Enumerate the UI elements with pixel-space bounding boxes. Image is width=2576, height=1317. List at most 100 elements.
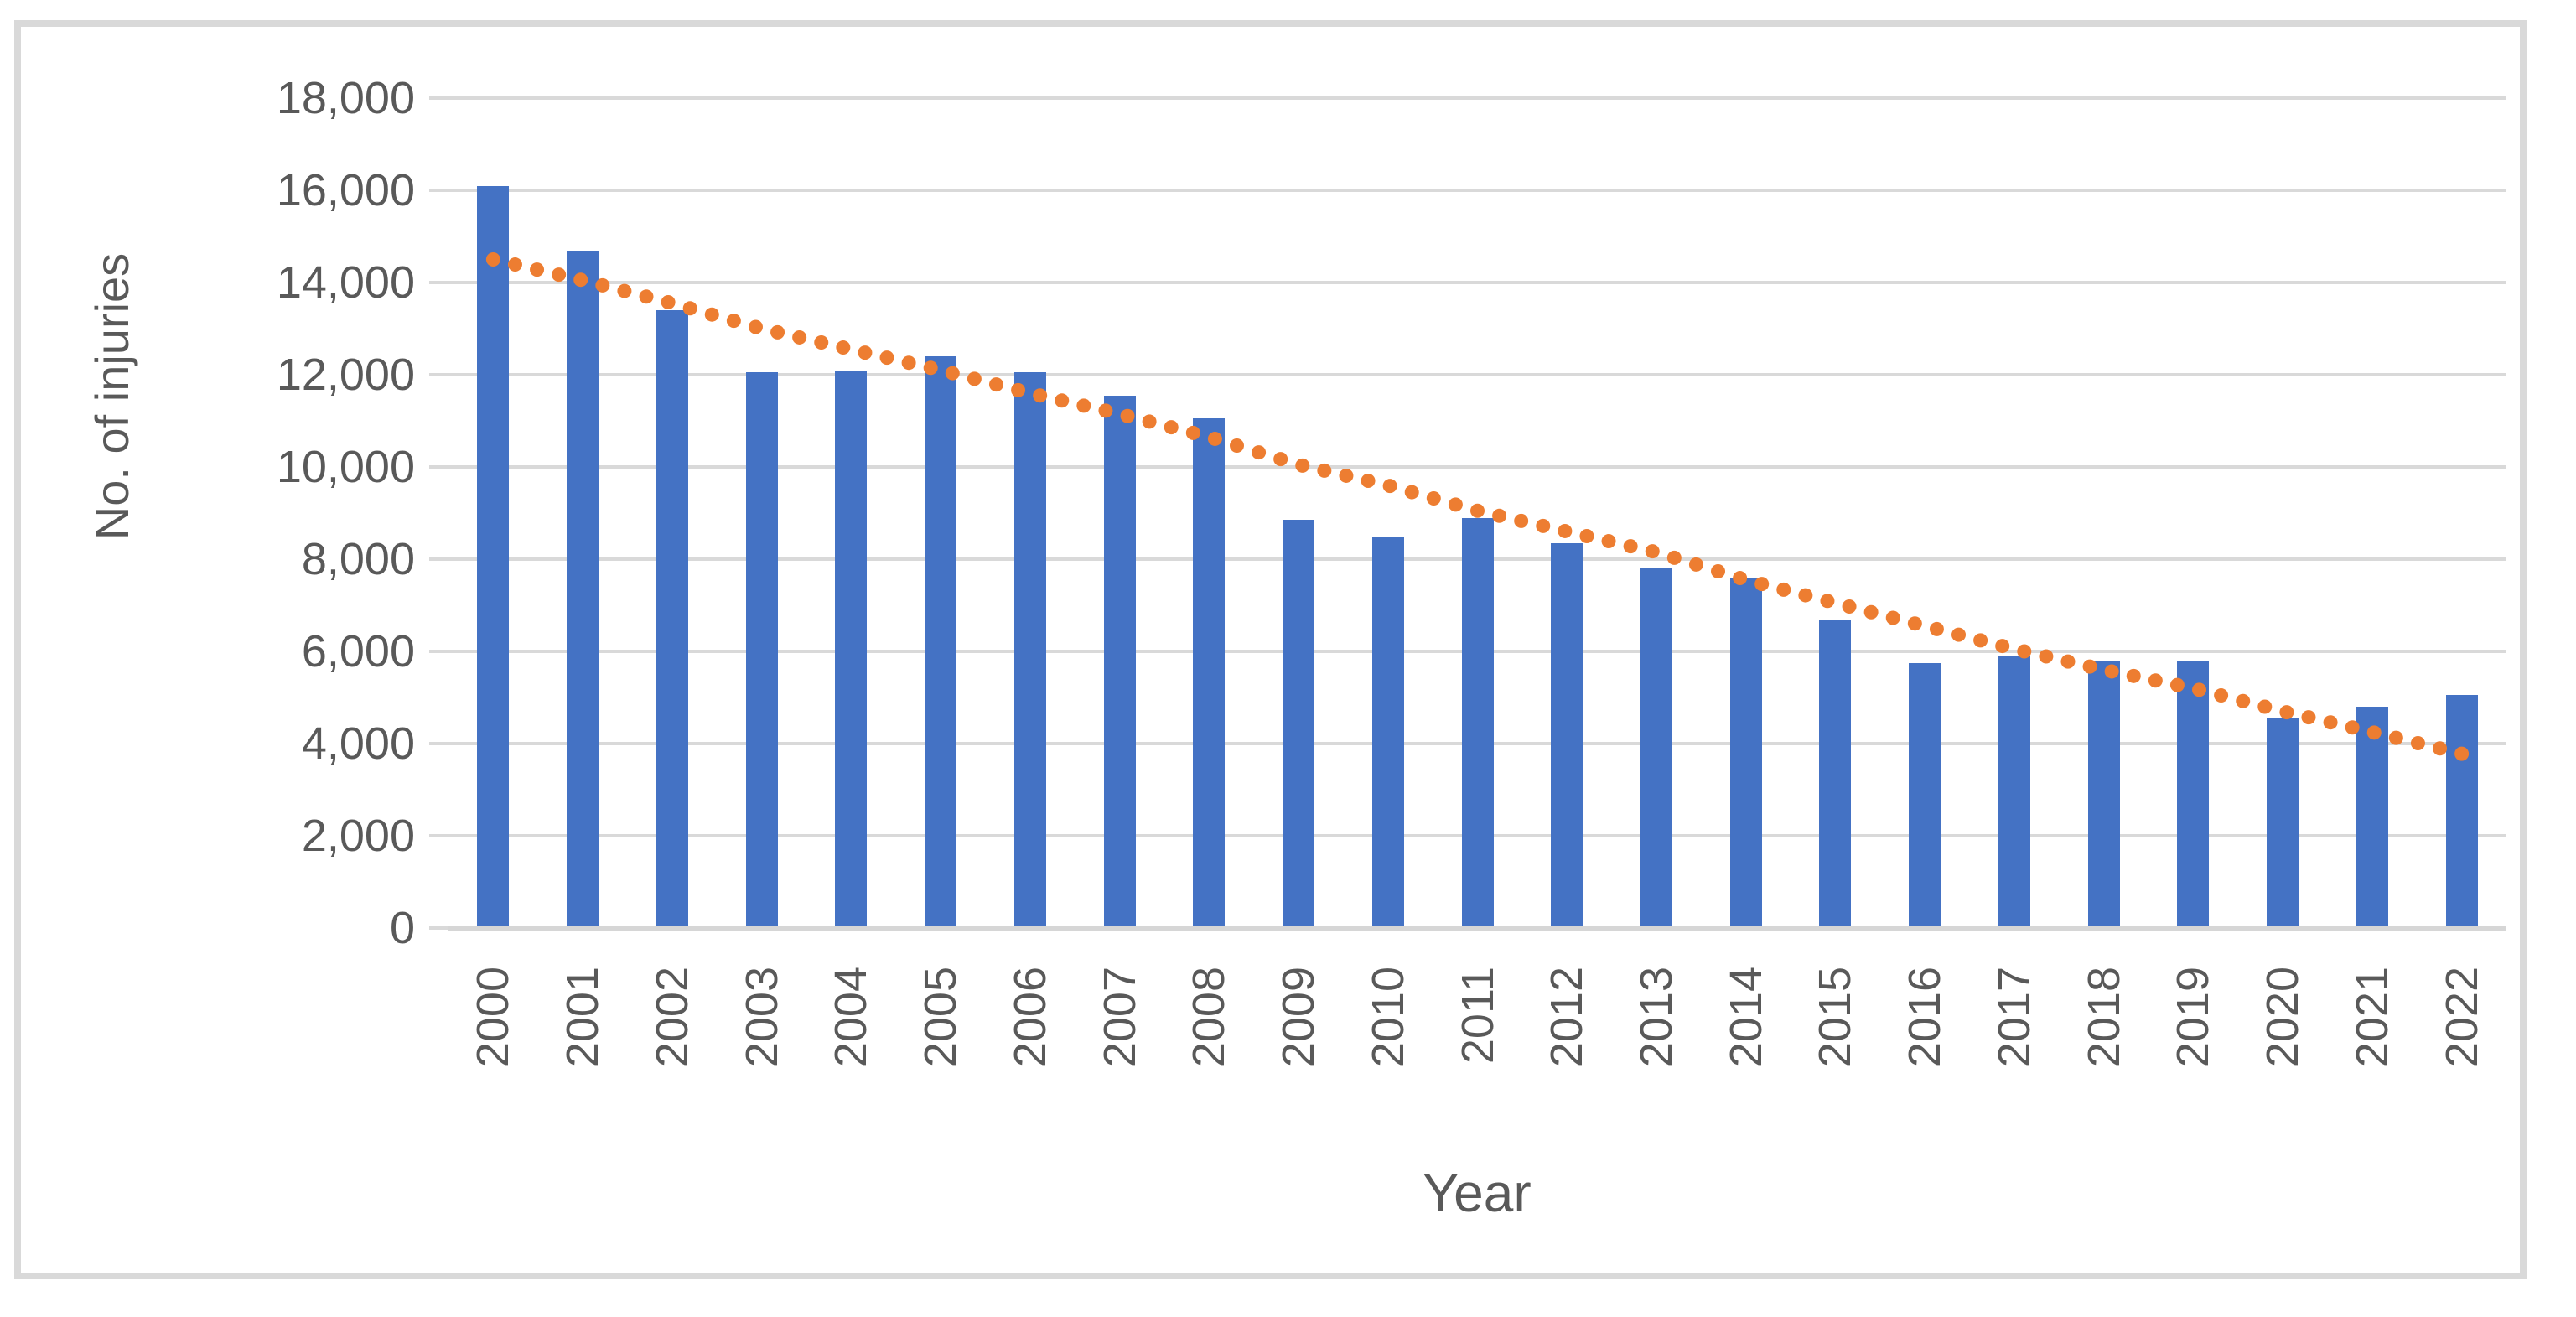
y-tick-12000: [429, 373, 448, 376]
bar-2013: [1640, 568, 1672, 928]
bar-2014: [1729, 578, 1762, 928]
trend-dot: [2236, 693, 2251, 708]
trend-dot: [1448, 497, 1463, 512]
trend-dot: [1382, 479, 1397, 494]
bar-2019: [2177, 661, 2210, 928]
y-tick-16000: [429, 189, 448, 192]
trend-dot: [1776, 582, 1791, 597]
trend-dot: [530, 262, 545, 277]
y-tick-14000: [429, 281, 448, 284]
trend-dot: [1185, 425, 1200, 440]
bar-2016: [1909, 662, 1941, 928]
x-tick-label-2013: 2013: [1630, 967, 1682, 1068]
x-tick-label-2019: 2019: [2168, 967, 2219, 1068]
x-tick-label-2003: 2003: [736, 967, 787, 1068]
bar-2005: [925, 356, 957, 928]
x-tick-label-2010: 2010: [1362, 967, 1413, 1068]
trend-dot: [748, 319, 763, 334]
x-tick-label-2011: 2011: [1452, 967, 1503, 1065]
y-tick-0: [429, 926, 448, 930]
trend-dot: [1229, 438, 1244, 454]
x-tick-label-2012: 2012: [1542, 967, 1593, 1068]
trend-dot: [1623, 539, 1638, 554]
trend-dot: [1098, 403, 1113, 418]
trend-dot: [1207, 431, 1222, 446]
y-tick-4000: [429, 742, 448, 745]
bar-2004: [835, 370, 868, 928]
trend-dot: [2388, 730, 2403, 745]
x-axis-line: [448, 926, 2506, 931]
y-tick-10000: [429, 465, 448, 469]
trend-dot: [1076, 398, 1091, 413]
x-tick-label-2017: 2017: [1988, 967, 2040, 1068]
trend-dot: [1536, 518, 1551, 533]
trend-dot: [1033, 388, 1048, 403]
trend-dot: [682, 301, 697, 316]
trend-dot: [1645, 544, 1660, 559]
trend-dot: [1514, 513, 1529, 528]
x-tick-label-2015: 2015: [1810, 967, 1861, 1068]
bar-2008: [1193, 418, 1226, 928]
trend-dot: [1929, 621, 1944, 636]
trend-dot: [1252, 445, 1267, 460]
trend-dot: [967, 371, 982, 386]
trend-dot: [2148, 673, 2163, 688]
y-tick-label-8000: 8,000: [301, 534, 415, 584]
trend-dot: [2060, 654, 2076, 669]
trend-dot: [879, 350, 894, 366]
trend-dot: [1142, 414, 1157, 429]
x-tick-label-2022: 2022: [2436, 967, 2487, 1068]
x-tick-label-2016: 2016: [1900, 967, 1951, 1068]
trend-dot: [2169, 677, 2185, 692]
trend-dot: [1666, 550, 1682, 565]
bar-2017: [1998, 656, 2030, 928]
bar-2020: [2267, 718, 2299, 928]
trend-dot: [1339, 468, 1354, 483]
trend-dot: [573, 272, 588, 288]
trend-dot: [945, 366, 960, 381]
trend-dot: [1404, 485, 1419, 500]
trend-dot: [1863, 604, 1879, 620]
trend-dot: [1579, 529, 1594, 543]
gridline-18000: [448, 96, 2506, 100]
y-tick-8000: [429, 557, 448, 561]
bar-2007: [1103, 395, 1136, 928]
trend-dot: [792, 329, 807, 345]
bar-2010: [1371, 536, 1404, 928]
trend-dot: [1558, 523, 1573, 538]
trend-dot: [1733, 571, 1748, 586]
y-tick-label-16000: 16,000: [276, 165, 415, 215]
trend-dot: [2257, 699, 2273, 714]
bar-2001: [567, 250, 599, 928]
trend-dot: [2366, 725, 2382, 740]
x-tick-label-2018: 2018: [2078, 967, 2129, 1068]
trend-dot: [2017, 644, 2032, 659]
trend-dot: [2345, 720, 2360, 735]
x-tick-label-2004: 2004: [826, 967, 877, 1068]
trend-dot: [923, 360, 938, 376]
y-tick-label-14000: 14,000: [276, 257, 415, 308]
bar-2012: [1551, 542, 1583, 928]
y-tick-2000: [429, 834, 448, 837]
bar-2006: [1013, 372, 1046, 928]
y-tick-label-6000: 6,000: [301, 626, 415, 677]
trend-dot: [2039, 649, 2054, 664]
trend-dot: [2126, 668, 2141, 683]
trend-dot: [507, 257, 522, 272]
trend-dot: [1120, 408, 1135, 423]
trend-dot: [1361, 474, 1376, 488]
trend-dot: [814, 335, 829, 350]
x-tick-label-2020: 2020: [2257, 967, 2309, 1068]
trend-dot: [1295, 458, 1310, 473]
trend-dot: [1164, 420, 1179, 435]
trend-dot: [639, 289, 654, 304]
trend-dot: [2214, 688, 2229, 703]
bar-2011: [1461, 517, 1494, 928]
y-tick-6000: [429, 650, 448, 653]
trend-dot: [1688, 557, 1703, 572]
bar-2000: [477, 185, 510, 928]
gridline-10000: [448, 465, 2506, 469]
trend-dot: [1798, 588, 1813, 603]
y-axis-title: No. of injuries: [86, 252, 138, 541]
